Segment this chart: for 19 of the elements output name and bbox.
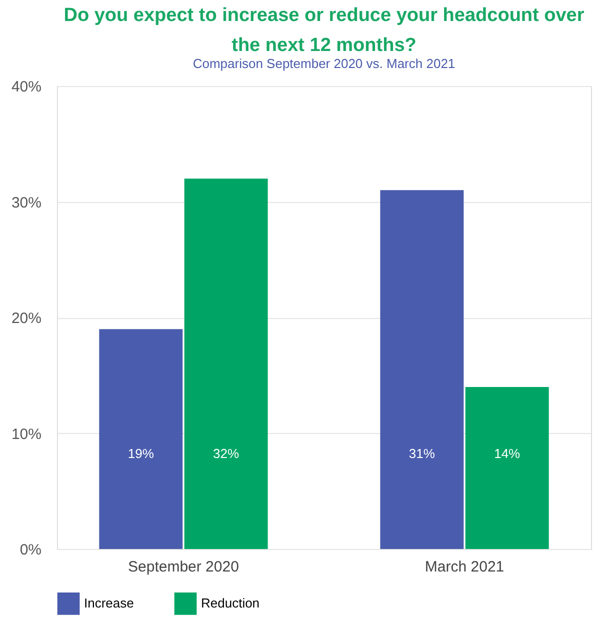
y-tick-label: 20% xyxy=(11,310,42,327)
legend-label: Reduction xyxy=(201,596,260,611)
data-label: 31% xyxy=(408,446,436,461)
bar xyxy=(380,190,464,549)
bar xyxy=(99,329,183,549)
y-tick-label: 10% xyxy=(11,426,42,443)
y-tick-label: 30% xyxy=(11,194,42,212)
legend-label: Increase xyxy=(84,596,134,611)
y-tick-label: 40% xyxy=(11,78,42,96)
x-tick-label: March 2021 xyxy=(424,558,504,576)
data-label: 32% xyxy=(213,446,240,461)
data-label: 19% xyxy=(128,446,154,461)
x-tick-label: September 2020 xyxy=(128,558,239,576)
data-label: 14% xyxy=(494,446,521,461)
chart-title: Do you expect to increase or reduce your headcount over the next 12 months? xyxy=(64,5,585,56)
bar xyxy=(184,178,268,549)
y-tick-label: 0% xyxy=(20,542,42,558)
chart-subtitle: Comparison September 2020 vs. March 2021 xyxy=(192,56,456,71)
bar xyxy=(465,386,549,549)
